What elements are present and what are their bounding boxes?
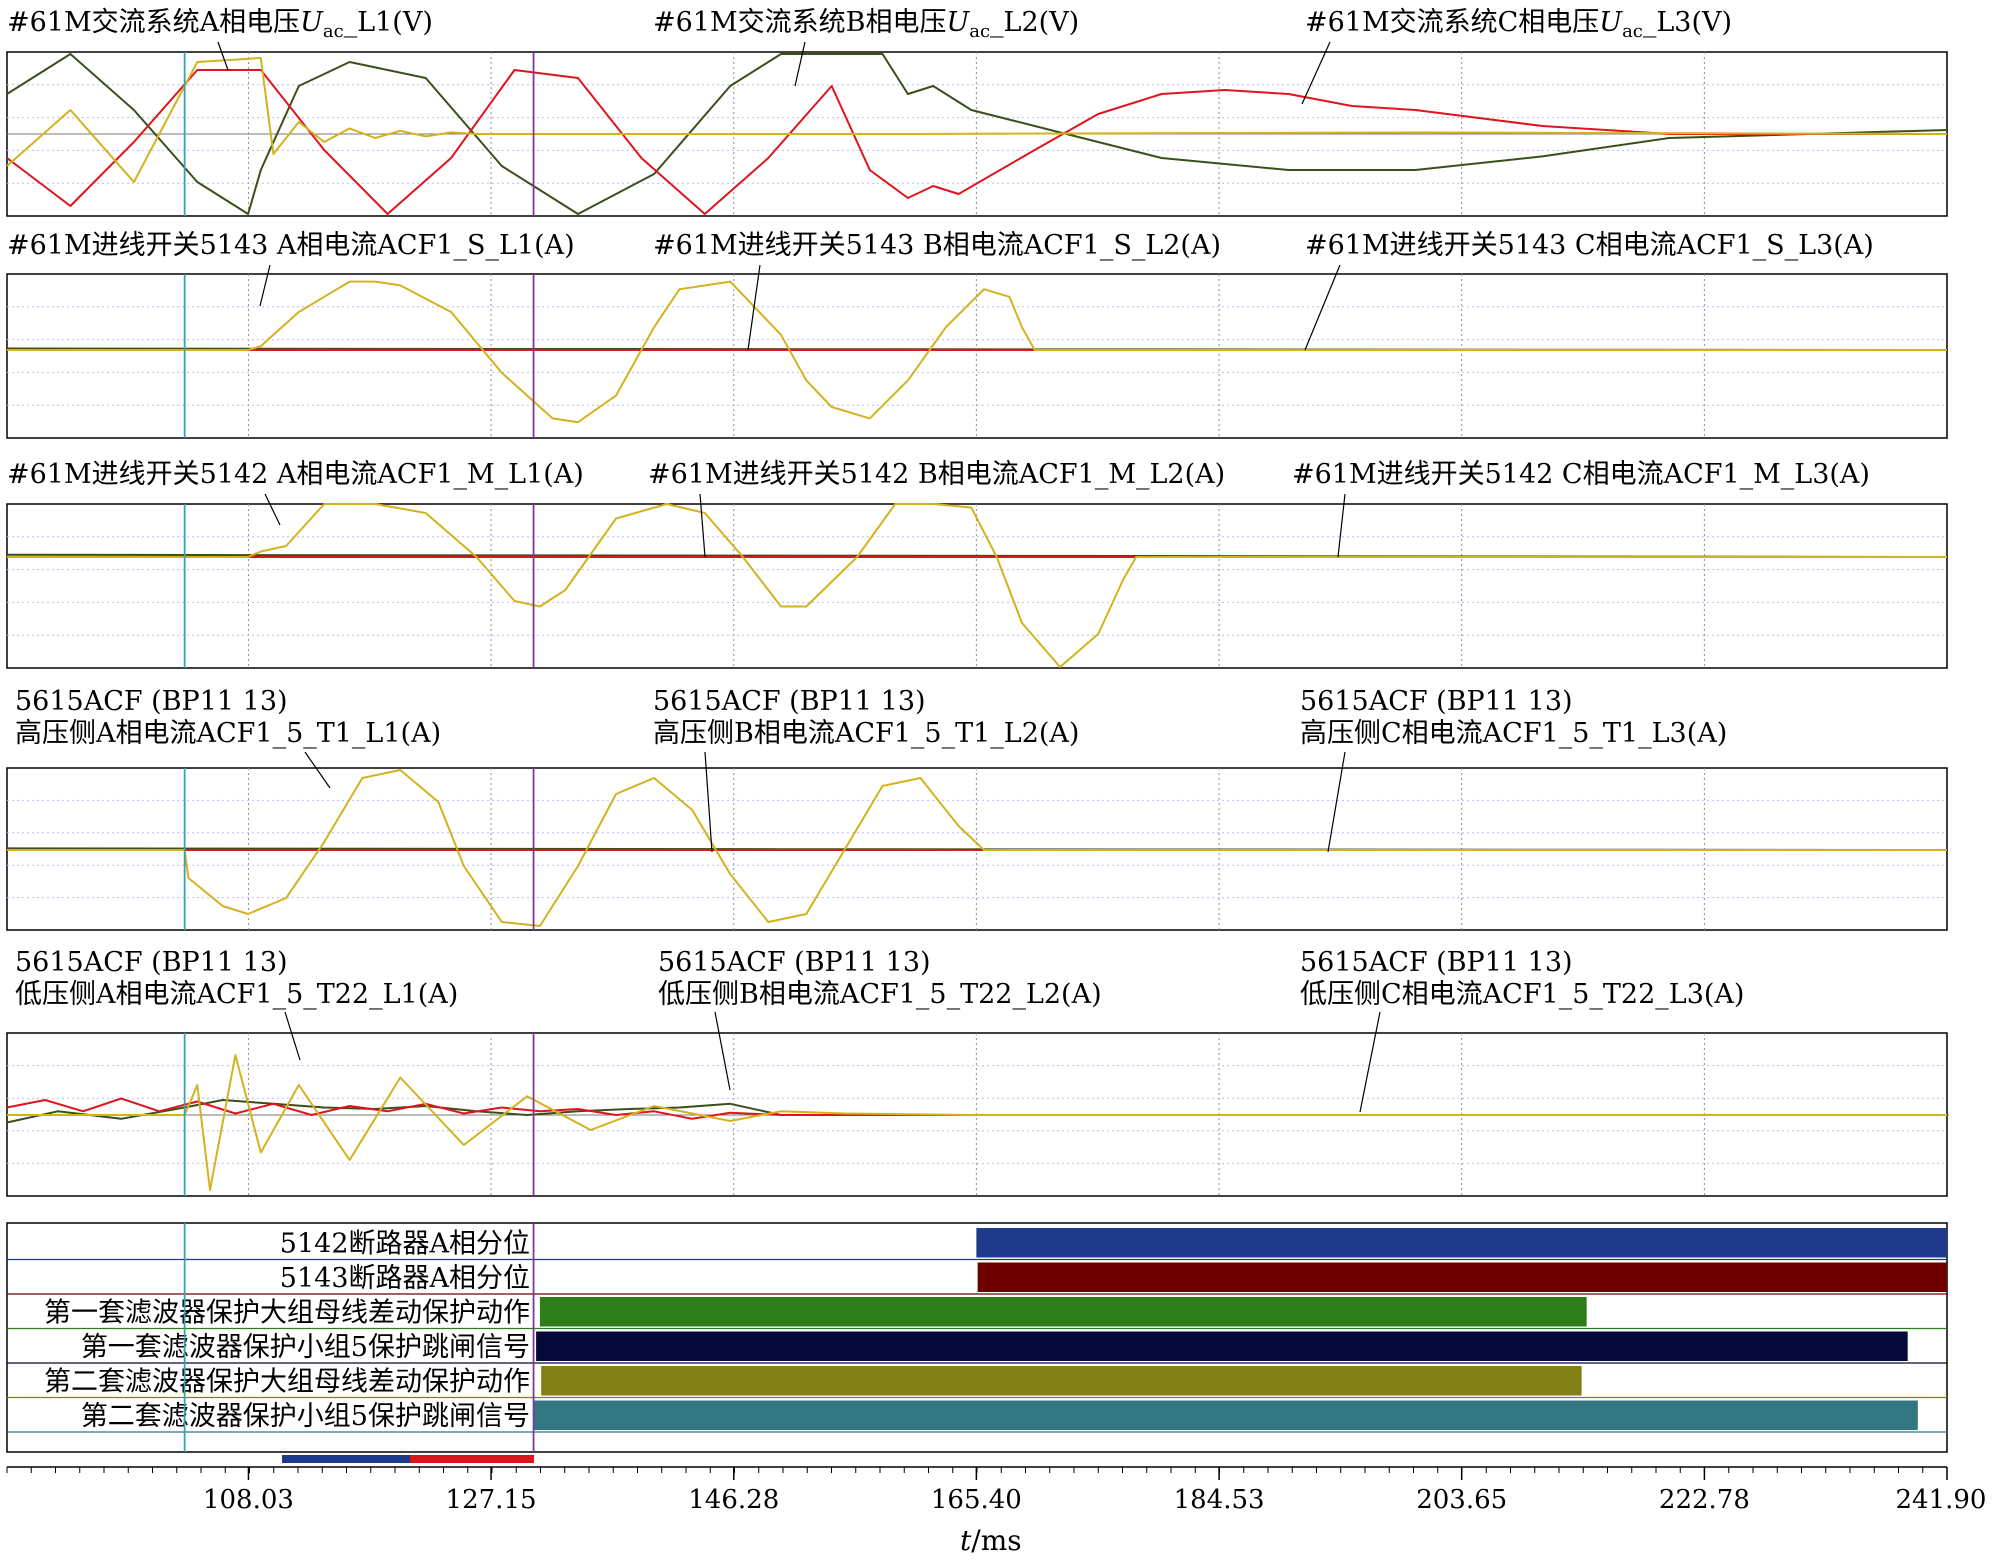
digital-bar-2 [977,1262,1947,1292]
x-tick-label: 127.15 [446,1485,537,1515]
x-tick-label: 203.65 [1416,1485,1507,1515]
channel-label-p2-b: #61M进线开关5143 B相电流ACF1_S_L2(A) [653,230,1222,261]
channel-label-p5-b: 5615ACF (BP11 13) 低压侧B相电流ACF1_5_T22_L2(A) [658,947,1102,1010]
channel-label-p5-a: 5615ACF (BP11 13) 低压侧A相电流ACF1_5_T22_L1(A) [15,947,459,1010]
channel-label-p2-a: #61M进线开关5143 A相电流ACF1_S_L1(A) [7,230,575,261]
series-A-p1 [6,57,1948,183]
digital-label-2: 5143断路器A相分位 [280,1263,530,1294]
leader-line [304,751,331,789]
leader-line [1304,264,1341,351]
digital-bar-5 [541,1366,1582,1396]
leader-line [259,264,271,307]
channel-label-p4-a: 5615ACF (BP11 13) 高压侧A相电流ACF1_5_T1_L1(A) [15,686,442,749]
time-axis: 108.03 127.15 146.28 165.40 184.53 203.65 222.… [6,1466,1987,1515]
channel-label-p1-a: #61M交流系统A相电压Uac_L1(V) [7,7,433,42]
channel-label-p1-b: #61M交流系统B相电压Uac_L2(V) [653,7,1080,42]
panel-p3 [6,493,1948,669]
panel-p5 [6,1011,1949,1197]
leader-line [704,751,713,853]
x-tick-label: 108.03 [203,1485,294,1515]
leader-line [1359,1011,1381,1113]
digital-label-5: 第二套滤波器保护大组母线差动保护动作 [44,1366,530,1397]
digital-label-4: 第一套滤波器保护小组5保护跳闸信号 [81,1332,530,1363]
channel-label-p4-c: 5615ACF (BP11 13) 高压侧C相电流ACF1_5_T1_L3(A) [1300,686,1728,749]
series-C-p5 [6,1097,1947,1120]
digital-channels: 5142断路器A相分位 5143断路器A相分位第一套滤波器保护大组母线差动保护动作… [6,1222,1948,1463]
digital-label-6: 第二套滤波器保护小组5保护跳闸信号 [81,1401,530,1432]
cursors [183,52,535,1452]
leader-line [699,493,706,558]
x-axis-label: t/ms [960,1524,1022,1557]
leader-line [1301,41,1331,105]
channel-label-p3-c: #61M进线开关5142 C相电流ACF1_M_L3(A) [1292,459,1870,490]
digital-bar-1 [976,1228,1947,1258]
leader-line [284,1011,301,1061]
leader-line [264,493,281,526]
legend-bar-red [410,1455,534,1463]
channel-label-p4-b: 5615ACF (BP11 13) 高压侧B相电流ACF1_5_T1_L2(A) [653,686,1080,749]
leader-line [217,41,229,71]
x-tick-label: 241.90 [1896,1485,1987,1515]
leader-line [1327,751,1346,853]
x-tick-label: 184.53 [1174,1485,1265,1515]
x-tick-label: 165.40 [931,1485,1022,1515]
digital-label-3: 第一套滤波器保护大组母线差动保护动作 [44,1297,530,1328]
leader-line [1337,493,1346,558]
digital-bar-4 [536,1331,1908,1361]
channel-label-p3-b: #61M进线开关5142 B相电流ACF1_M_L2(A) [648,459,1226,490]
leader-line [747,264,761,351]
digital-bar-6 [533,1400,1918,1430]
channel-label-p5-c: 5615ACF (BP11 13) 低压侧C相电流ACF1_5_T22_L3(A) [1300,947,1745,1010]
analog-panels [6,41,1949,1197]
series-A-p5 [7,1054,1947,1191]
channel-label-p3-a: #61M进线开关5142 A相电流ACF1_M_L1(A) [7,459,584,490]
series-A-p3 [7,503,1947,668]
channel-label-p1-c: #61M交流系统C相电压Uac_L3(V) [1305,7,1733,42]
panel-frame [6,273,1948,439]
x-tick-label: 222.78 [1659,1485,1750,1515]
series-B-p1 [6,53,1948,215]
series-A-p4 [7,769,1947,927]
legend-bar-blue [282,1455,410,1463]
panel-frame [6,503,1948,669]
channel-label-p2-c: #61M进线开关5143 C相电流ACF1_S_L3(A) [1305,230,1874,261]
series-B-p5 [6,1099,1949,1124]
panel-p4 [6,751,1948,931]
panel-p1 [6,41,1948,217]
series-A-p2 [7,280,1947,424]
x-tick-label: 146.28 [688,1485,779,1515]
leader-line [714,1011,731,1091]
panel-p2 [6,264,1948,439]
digital-label-1: 5142断路器A相分位 [280,1228,530,1259]
series-C-p1 [6,69,1947,215]
digital-bar-3 [539,1297,1587,1327]
leader-line [794,41,806,87]
